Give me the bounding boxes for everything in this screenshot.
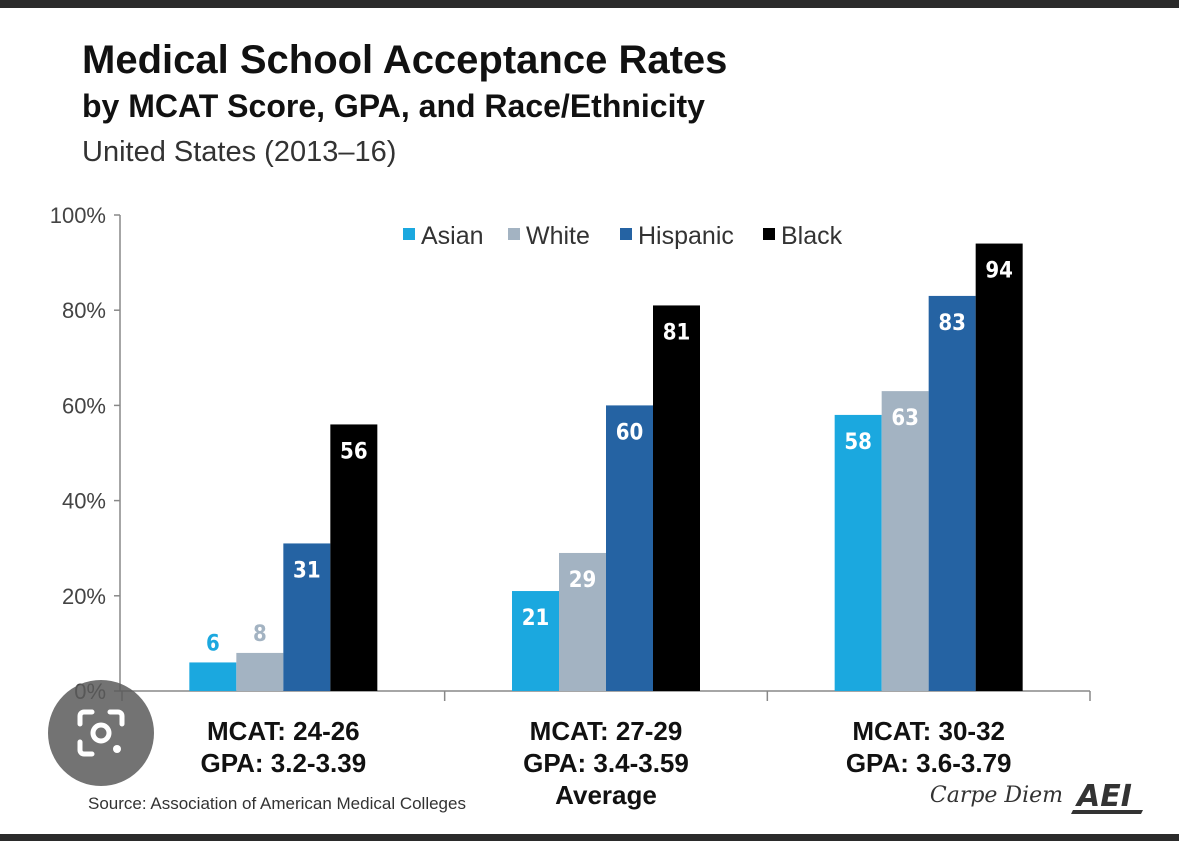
- y-tick-label: 20%: [62, 584, 106, 609]
- camera-search-icon: [77, 709, 125, 757]
- data-label: 60: [616, 420, 644, 445]
- x-category-label: MCAT: 27-29: [530, 716, 683, 746]
- svg-text:AEI: AEI: [1075, 779, 1132, 814]
- bar-asian: [512, 591, 559, 691]
- x-category-label: GPA: 3.4-3.59: [523, 748, 689, 778]
- google-lens-icon[interactable]: [48, 680, 154, 786]
- bar-white: [881, 391, 929, 691]
- bar-hispanic: [606, 405, 653, 691]
- data-label: 29: [569, 568, 597, 593]
- y-tick-label: 80%: [62, 298, 106, 323]
- data-label: 8: [253, 622, 267, 647]
- brand: Carpe Diem AEI: [930, 776, 1151, 814]
- bar-black: [653, 305, 700, 691]
- x-category-label: MCAT: 30-32: [852, 716, 1005, 746]
- data-label: 83: [938, 311, 966, 336]
- x-category-label: Average: [555, 780, 657, 810]
- bar-black: [975, 243, 1023, 691]
- bar-white: [559, 552, 606, 691]
- y-tick-label: 40%: [62, 489, 106, 514]
- bar-hispanic: [928, 295, 976, 691]
- data-label: 63: [891, 406, 919, 431]
- x-category-label: GPA: 3.6-3.79: [846, 748, 1012, 778]
- x-category-label: GPA: 3.2-3.39: [200, 748, 366, 778]
- bar-white: [236, 652, 284, 691]
- bar-asian: [834, 414, 882, 691]
- legend-label: Hispanic: [638, 222, 734, 250]
- bar-black: [330, 424, 378, 691]
- bar-asian: [189, 662, 237, 691]
- aei-logo: AEI: [1071, 779, 1143, 814]
- data-label: 58: [844, 430, 872, 455]
- data-label: 94: [985, 259, 1013, 284]
- chart-title: Medical School Acceptance Rates: [82, 38, 728, 82]
- brand-text: Carpe Diem: [929, 782, 1063, 808]
- legend-swatch-asian: [403, 228, 415, 240]
- legend-label: White: [526, 222, 590, 250]
- legend-swatch-white: [508, 228, 520, 240]
- data-label: 56: [340, 439, 368, 464]
- y-tick-label: 100%: [50, 203, 106, 228]
- legend-swatch-black: [763, 228, 775, 240]
- data-label: 31: [293, 558, 321, 583]
- data-label: 81: [663, 320, 691, 345]
- data-label: 21: [522, 606, 550, 631]
- bar-hispanic: [283, 543, 331, 691]
- legend-swatch-hispanic: [620, 228, 632, 240]
- y-tick-label: 60%: [62, 393, 106, 418]
- x-category-label: MCAT: 24-26: [207, 716, 360, 746]
- chart-subtitle: by MCAT Score, GPA, and Race/Ethnicity: [82, 88, 705, 124]
- legend-label: Asian: [421, 222, 484, 250]
- legend-label: Black: [781, 222, 843, 250]
- data-label: 6: [206, 631, 220, 656]
- chart-region-period: United States (2013–16): [82, 136, 397, 168]
- chart-card: Medical School Acceptance Rates by MCAT …: [0, 8, 1179, 834]
- source-note: Source: Association of American Medical …: [88, 794, 466, 813]
